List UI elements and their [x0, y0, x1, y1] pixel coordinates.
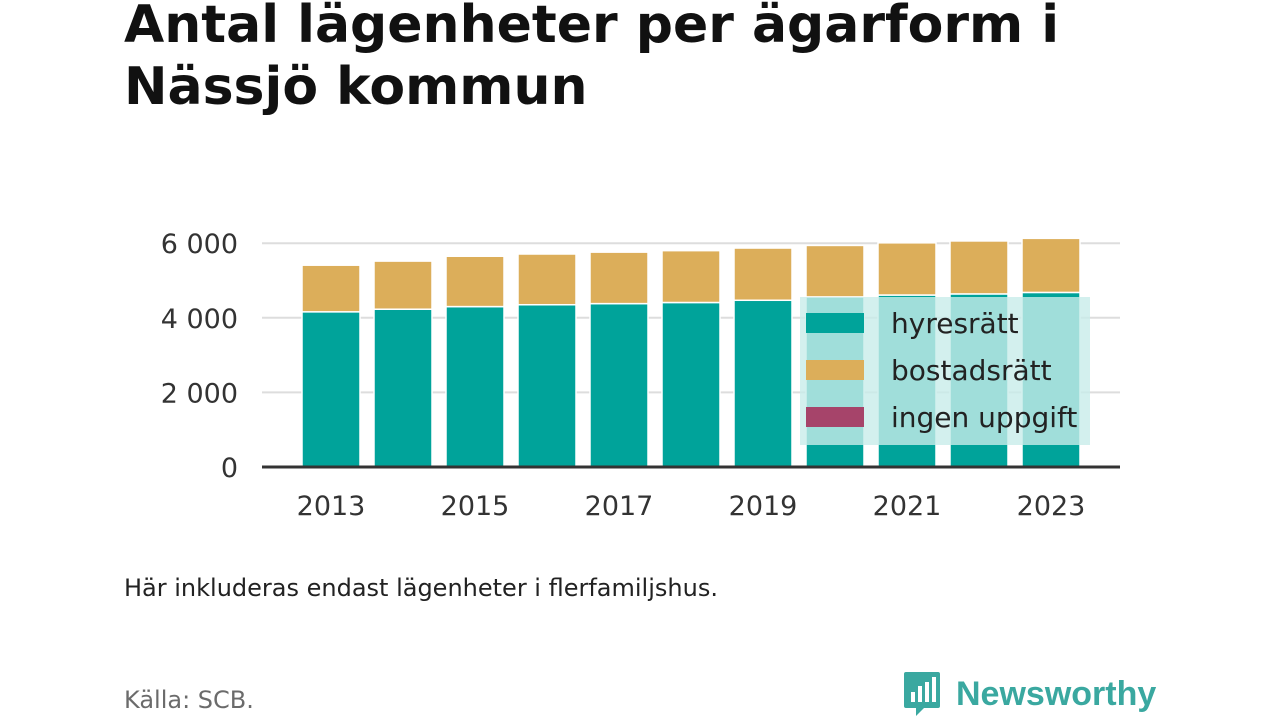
bar-segment	[517, 303, 577, 468]
legend-swatch	[806, 407, 864, 427]
chart-note: Här inkluderas endast lägenheter i flerf…	[124, 574, 718, 602]
legend: hyresrätt bostadsrätt ingen uppgift	[806, 307, 1077, 434]
source-text: Källa: SCB.	[124, 686, 254, 714]
brand-name: Newsworthy	[956, 674, 1157, 713]
chart-title: Antal lägenheter per ägarform i Nässjö k…	[124, 0, 1060, 117]
bar-segment	[661, 249, 721, 304]
bar-segment	[877, 242, 937, 296]
x-tick-label: 2015	[441, 491, 510, 522]
x-axis-ticks: 2013 2015 2017 2019 2021 2023	[297, 491, 1086, 522]
bar-segment	[373, 308, 433, 468]
brand[interactable]: Newsworthy	[902, 670, 1156, 718]
bar-segment	[445, 305, 505, 468]
bar-segment	[517, 253, 577, 306]
x-tick-label: 2019	[729, 491, 798, 522]
legend-label: hyresrätt	[891, 307, 1019, 340]
bar-segment	[1021, 237, 1081, 294]
y-axis-ticks: 0 2 000 4 000 6 000	[161, 229, 238, 484]
bar-segment	[589, 251, 649, 305]
bar-segment	[733, 247, 793, 302]
y-tick-label: 6 000	[161, 229, 238, 260]
x-tick-label: 2021	[873, 491, 942, 522]
x-tick-label: 2017	[585, 491, 654, 522]
legend-label: bostadsrätt	[891, 354, 1052, 387]
bar-segment	[805, 244, 865, 298]
legend-label: ingen uppgift	[891, 401, 1077, 434]
bar-segment	[661, 301, 721, 468]
bar-chart: 0 2 000 4 000 6 000 hyresrätt bostadsrätt ing…	[161, 229, 1120, 522]
bar-segment	[733, 299, 793, 468]
y-tick-label: 2 000	[161, 378, 238, 409]
y-tick-label: 4 000	[161, 304, 238, 335]
bar-segment	[301, 264, 361, 313]
x-tick-label: 2023	[1017, 491, 1086, 522]
bar-segment	[301, 311, 361, 468]
bar-segment	[445, 255, 505, 308]
bar-segment	[589, 302, 649, 468]
y-tick-label: 0	[221, 453, 238, 484]
legend-swatch	[806, 360, 864, 380]
newsworthy-logo-icon	[904, 672, 940, 716]
x-tick-label: 2013	[297, 491, 366, 522]
bar-segment	[373, 260, 433, 310]
bar-segment	[949, 240, 1009, 295]
legend-swatch	[806, 313, 864, 333]
